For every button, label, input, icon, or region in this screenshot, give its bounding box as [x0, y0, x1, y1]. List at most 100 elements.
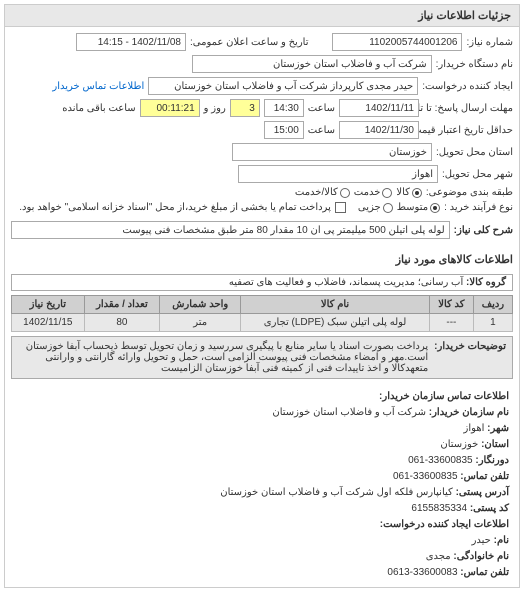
row-validity: حداقل تاریخ اعتبار قیمت: تا تاریخ: 1402/…: [11, 121, 513, 139]
label-province: استان:: [481, 439, 509, 450]
value-group: آب رسانی؛ مدیریت پسماند، فاضلاب و فعالیت…: [229, 277, 463, 288]
label-purchase-type: نوع فرآیند خرید :: [444, 202, 513, 213]
buyer-notes-box: توضیحات خریدار: پرداخت بصورت اسناد یا سا…: [11, 336, 513, 379]
goods-table: ردیف کد کالا نام کالا واحد شمارش تعداد /…: [11, 295, 513, 332]
radio-partial[interactable]: جزیی: [358, 202, 393, 213]
value-description: لوله پلی اتیلن 500 میلیمتر پی ان 10 مقدا…: [11, 221, 450, 239]
col-name: نام کالا: [241, 296, 430, 314]
radio-dot-icon: [340, 188, 350, 198]
label-org-name: نام سازمان خریدار:: [429, 407, 509, 418]
col-date: تاریخ نیاز: [12, 296, 85, 314]
radio-dot-icon: [382, 188, 392, 198]
label-announce-datetime: تاریخ و ساعت اعلان عمومی:: [190, 37, 309, 48]
radio-label-medium: متوسط: [397, 202, 428, 213]
category-radio-group: کالا خدمت کالا/خدمت: [295, 187, 422, 198]
cell-qty: 80: [84, 314, 160, 332]
label-deadline-time: ساعت: [308, 103, 335, 114]
label-phone: تلفن تماس:: [460, 471, 509, 482]
row-delivery-province: استان محل تحویل: خوزستان: [11, 143, 513, 161]
value-creator: حیدر مجدی کارپرداز شرکت آب و فاضلاب استا…: [148, 77, 418, 95]
value-validity-time: 15:00: [264, 121, 304, 139]
radio-kala[interactable]: کالا: [396, 187, 422, 198]
label-delivery-city: شهر محل تحویل:: [442, 169, 513, 180]
label-cname: نام:: [494, 535, 509, 546]
label-creator-info: اطلاعات ایجاد کننده درخواست:: [380, 519, 509, 530]
value-deadline-time: 14:30: [264, 99, 304, 117]
cell-name: لوله پلی اتیلن سبک (LDPE) تجاری: [241, 314, 430, 332]
cell-date: 1402/11/15: [12, 314, 85, 332]
label-address: آدرس پستی:: [456, 487, 509, 498]
label-validity-time: ساعت: [308, 125, 335, 136]
payment-checkbox[interactable]: [335, 202, 346, 213]
label-postal: کد پستی:: [470, 503, 509, 514]
radio-dot-icon: [430, 203, 440, 213]
radio-kala-khedmat[interactable]: کالا/خدمت: [295, 187, 350, 198]
radio-label-khedmat: خدمت: [354, 187, 381, 198]
value-address: کیانپارس فلکه اول شرکت آب و فاضلاب استان…: [220, 487, 453, 498]
cell-row: 1: [473, 314, 512, 332]
value-announce-datetime: 1402/11/08 - 14:15: [76, 33, 186, 51]
value-province: خوزستان: [440, 439, 478, 450]
radio-dot-icon: [412, 188, 422, 198]
label-delivery-province: استان محل تحویل:: [436, 147, 513, 158]
form-section: شماره نیاز: 1102005744001206 تاریخ و ساع…: [5, 27, 519, 249]
col-qty: تعداد / مقدار: [84, 296, 160, 314]
col-code: کد کالا: [429, 296, 473, 314]
label-category: طبقه بندی موضوعی:: [426, 187, 513, 198]
value-buyer-org: شرکت آب و فاضلاب استان خوزستان: [192, 55, 432, 73]
row-creator: ایجاد کننده درخواست: حیدر مجدی کارپرداز …: [11, 77, 513, 95]
table-header-row: ردیف کد کالا نام کالا واحد شمارش تعداد /…: [12, 296, 513, 314]
contact-section-title: اطلاعات تماس سازمان خریدار:: [379, 391, 509, 402]
label-city: شهر:: [487, 423, 509, 434]
purchase-type-radio-group: متوسط جزیی: [358, 202, 440, 213]
row-category: طبقه بندی موضوعی: کالا خدمت کالا/خدمت: [11, 187, 513, 198]
row-description: شرح کلی نیاز: لوله پلی اتیلن 500 میلیمتر…: [11, 221, 513, 239]
row-buyer-org: نام دستگاه خریدار: شرکت آب و فاضلاب استا…: [11, 55, 513, 73]
label-cfamily: نام خانوادگی:: [453, 551, 509, 562]
label-group: گروه کالا:: [466, 277, 506, 288]
value-fax: 33600835-061: [408, 455, 473, 466]
contact-info-link[interactable]: اطلاعات تماس خریدار: [52, 81, 144, 92]
radio-label-kala-khedmat: کالا/خدمت: [295, 187, 338, 198]
value-request-number: 1102005744001206: [332, 33, 462, 51]
goods-group-box: گروه کالا: آب رسانی؛ مدیریت پسماند، فاضل…: [11, 274, 513, 291]
row-purchase-type: نوع فرآیند خرید : متوسط جزیی پرداخت تمام…: [11, 202, 513, 213]
value-cfamily: مجدی: [426, 551, 451, 562]
value-postal: 6155835334: [411, 503, 467, 514]
label-time-left: ساعت باقی مانده: [62, 103, 135, 114]
value-phone: 33600835-061: [393, 471, 458, 482]
col-unit: واحد شمارش: [160, 296, 241, 314]
label-request-number: شماره نیاز:: [466, 37, 513, 48]
radio-label-partial: جزیی: [358, 202, 381, 213]
value-days-left: 3: [230, 99, 260, 117]
table-row: 1 --- لوله پلی اتیلن سبک (LDPE) تجاری مت…: [12, 314, 513, 332]
value-time-left: 00:11:21: [140, 99, 200, 117]
need-details-panel: جزئیات اطلاعات نیاز شماره نیاز: 11020057…: [4, 4, 520, 588]
contact-section: اطلاعات تماس سازمان خریدار: نام سازمان خ…: [5, 383, 519, 587]
radio-khedmat[interactable]: خدمت: [354, 187, 393, 198]
value-buyer-notes: پرداخت بصورت اسناد یا سایر منابع با پیگی…: [18, 341, 428, 374]
row-deadline: مهلت ارسال پاسخ: تا تاریخ: 1402/11/11 سا…: [11, 99, 513, 117]
radio-dot-icon: [383, 203, 393, 213]
cell-unit: متر: [160, 314, 241, 332]
payment-note-text: پرداخت تمام یا بخشی از مبلغ خرید،از محل …: [19, 202, 331, 213]
value-delivery-city: اهواز: [238, 165, 438, 183]
label-cphone: تلفن تماس:: [460, 567, 509, 578]
panel-title: جزئیات اطلاعات نیاز: [418, 10, 511, 22]
goods-section-title: اطلاعات کالاهای مورد نیاز: [5, 249, 519, 270]
value-org-name: شرکت آب و فاضلاب استان خوزستان: [272, 407, 426, 418]
value-city: اهواز: [464, 423, 485, 434]
row-request-number: شماره نیاز: 1102005744001206 تاریخ و ساع…: [11, 33, 513, 51]
label-buyer-notes: توضیحات خریدار:: [434, 341, 506, 374]
value-delivery-province: خوزستان: [232, 143, 432, 161]
panel-header: جزئیات اطلاعات نیاز: [5, 5, 519, 27]
label-deadline: مهلت ارسال پاسخ: تا تاریخ:: [423, 103, 513, 114]
value-validity-date: 1402/11/30: [339, 121, 419, 139]
label-description: شرح کلی نیاز:: [454, 225, 513, 236]
label-days-left: روز و: [204, 103, 226, 114]
radio-medium[interactable]: متوسط: [397, 202, 440, 213]
label-validity: حداقل تاریخ اعتبار قیمت: تا تاریخ:: [423, 125, 513, 136]
row-delivery-city: شهر محل تحویل: اهواز: [11, 165, 513, 183]
cell-code: ---: [429, 314, 473, 332]
label-creator: ایجاد کننده درخواست:: [422, 81, 513, 92]
